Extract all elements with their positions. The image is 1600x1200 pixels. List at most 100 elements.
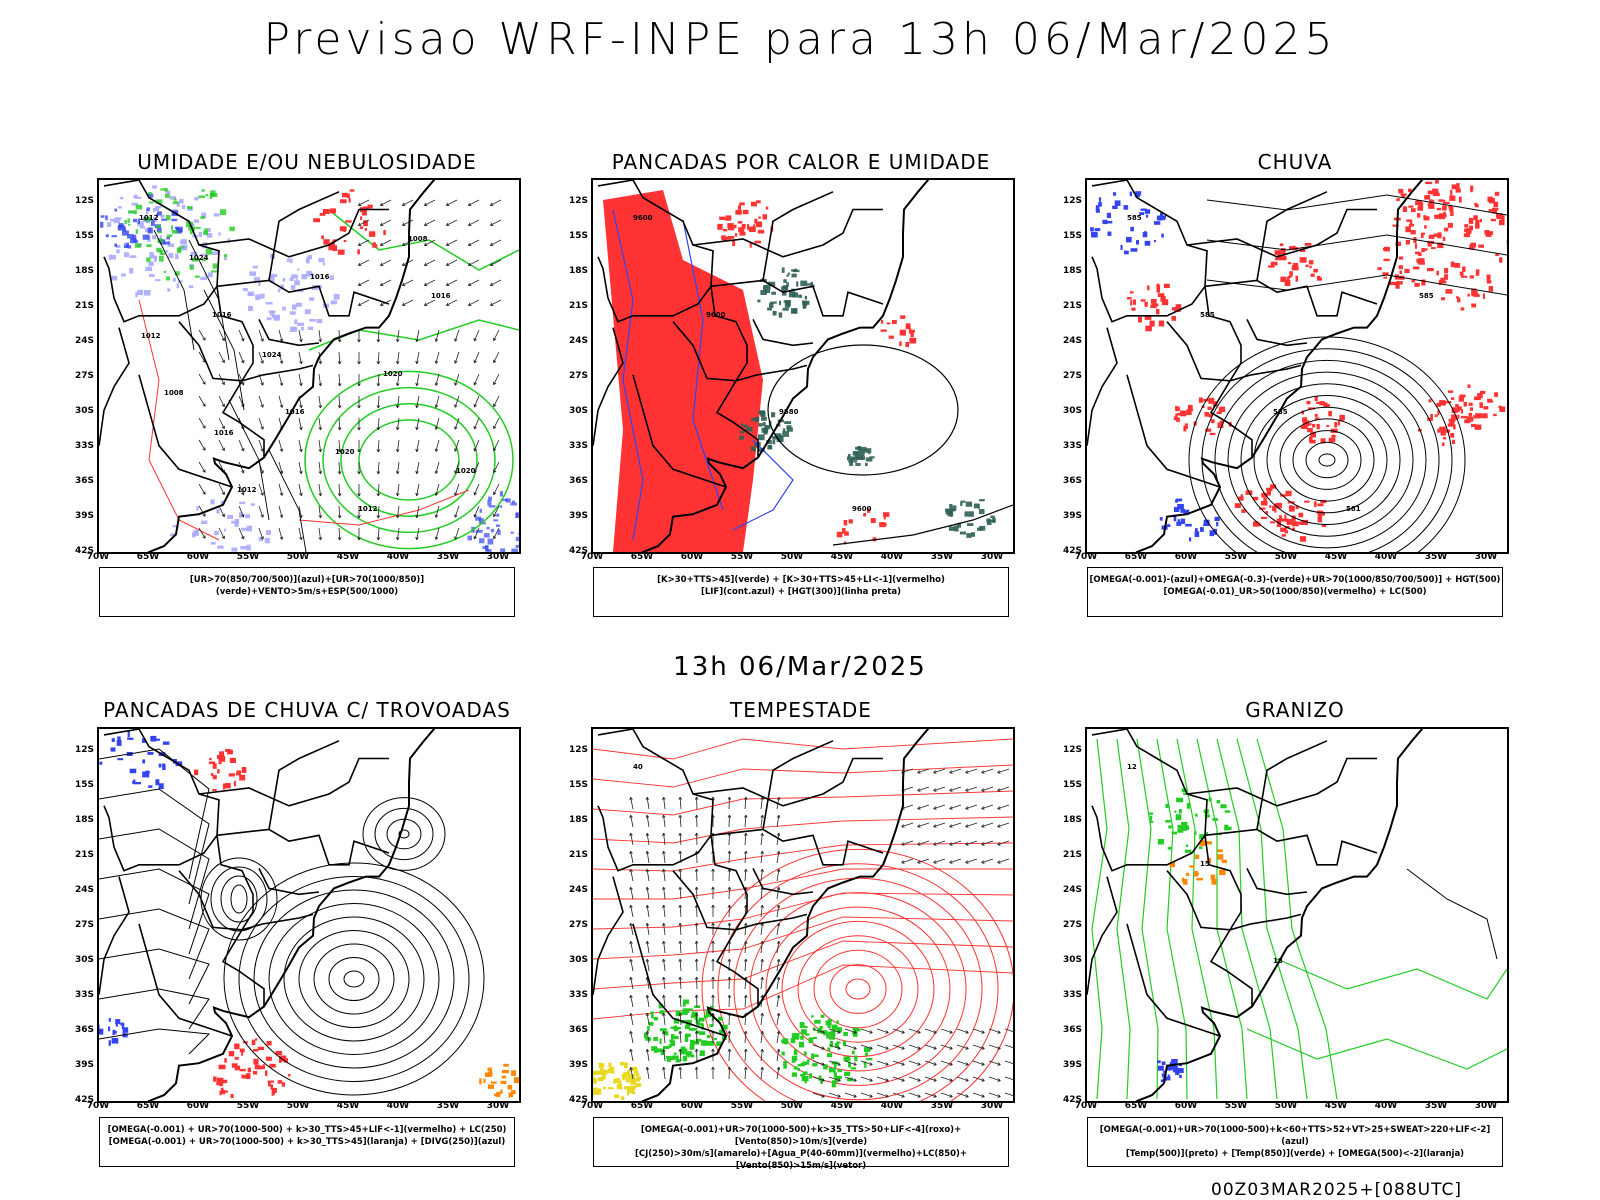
wind850-vector bbox=[892, 1060, 905, 1066]
wind850-vector bbox=[711, 940, 715, 953]
rain-red-area bbox=[1149, 320, 1155, 327]
wind-vector bbox=[357, 219, 370, 226]
wind850-vector bbox=[908, 1092, 921, 1098]
panel-legend: [OMEGA(-0.001) + UR>70(1000-500) + k>30_… bbox=[99, 1117, 515, 1167]
humidity-high-levels-area bbox=[483, 533, 490, 538]
wind-vector bbox=[434, 373, 440, 386]
rain-red-area bbox=[1317, 503, 1324, 507]
wind850-vector bbox=[812, 1028, 825, 1034]
temp850-contour bbox=[1116, 738, 1131, 1100]
humidity-high-levels-area bbox=[126, 242, 130, 248]
wind-vector bbox=[218, 351, 225, 364]
contour-label: 1012 bbox=[139, 214, 159, 222]
rain-red-area bbox=[1460, 275, 1468, 278]
wind850-green-area bbox=[647, 1026, 650, 1032]
wind850-vector bbox=[645, 940, 650, 954]
wind-vector bbox=[493, 505, 500, 518]
rain-red-area bbox=[1295, 275, 1298, 282]
rain-red-area bbox=[1269, 505, 1272, 508]
wind850-vector bbox=[727, 904, 732, 918]
wind850-vector bbox=[776, 868, 781, 882]
instability-green-area bbox=[853, 460, 858, 463]
rain-red-area bbox=[1160, 296, 1166, 302]
instability-green-area bbox=[757, 299, 761, 303]
wind-vector bbox=[337, 483, 342, 497]
humidity-high-levels-area bbox=[127, 245, 132, 249]
rain-red-area bbox=[1313, 268, 1318, 273]
country-border bbox=[597, 729, 714, 872]
instability-red-area bbox=[747, 226, 754, 231]
rain-red-area bbox=[1424, 195, 1431, 200]
instability-green-area bbox=[771, 281, 776, 287]
legend-line: [OMEGA(-0.001)-(azul)+OMEGA(-0.3)-(verde… bbox=[1089, 575, 1501, 585]
wind850-vector bbox=[956, 1060, 969, 1066]
jet250-yellow-area bbox=[623, 1086, 630, 1090]
latitude-tick-label: 30S bbox=[74, 955, 94, 965]
streamline-lc250 bbox=[99, 988, 210, 1030]
rain-red-area bbox=[1208, 413, 1213, 418]
wind-vector bbox=[357, 462, 361, 475]
country-border bbox=[710, 279, 884, 317]
humidity-low-levels-contour bbox=[127, 218, 130, 223]
rain-red-area bbox=[1289, 271, 1293, 277]
instability-green-area bbox=[858, 450, 866, 454]
hgt500-contour bbox=[1227, 371, 1427, 549]
rain-red-area bbox=[1485, 234, 1492, 237]
wind850-green-area bbox=[812, 1054, 819, 1057]
rain-red-area bbox=[1309, 265, 1312, 269]
rain-red-area bbox=[1499, 219, 1505, 226]
latitude-tick-label: 30S bbox=[568, 406, 588, 416]
rain-red-area bbox=[1302, 417, 1308, 422]
humidity-high-levels-area bbox=[234, 523, 239, 528]
instability-green-area bbox=[760, 411, 766, 417]
thunder-orange-area bbox=[511, 1070, 517, 1076]
instability-green-area bbox=[804, 295, 807, 300]
temp850-contour bbox=[1149, 815, 1153, 821]
rain-red-area bbox=[1436, 270, 1439, 276]
rain-red-area bbox=[1481, 413, 1488, 419]
wind-vector bbox=[218, 329, 225, 342]
wind850-green-area bbox=[673, 1052, 677, 1055]
rain-blue-area bbox=[1114, 200, 1121, 206]
humidity-high-levels-area bbox=[111, 235, 117, 238]
rain-red-area bbox=[1180, 410, 1187, 417]
instability-red-area bbox=[883, 515, 886, 520]
humidity-high-levels-area bbox=[118, 206, 122, 209]
jet250-yellow-area bbox=[635, 1073, 640, 1077]
longitude-tick-label: 65W bbox=[630, 1101, 654, 1111]
temp850-contour bbox=[1165, 820, 1171, 823]
wind850-green-area bbox=[800, 1035, 804, 1040]
humidity-low-levels-contour bbox=[155, 225, 161, 228]
wind850-green-area bbox=[782, 1038, 786, 1044]
wind850-vector bbox=[694, 832, 699, 846]
rain-red-area bbox=[1156, 284, 1161, 290]
contour-label: 1016 bbox=[431, 292, 451, 300]
country-border bbox=[632, 923, 727, 1037]
divergence-blue-area bbox=[145, 770, 150, 775]
wind850-vector bbox=[678, 994, 682, 1008]
hail-blue-area bbox=[1157, 1065, 1164, 1071]
wind-vector bbox=[489, 199, 502, 206]
temp850-contour bbox=[1157, 839, 1164, 845]
humidity-high-levels-area bbox=[277, 288, 281, 293]
rain-red-area bbox=[1171, 316, 1176, 321]
instability-green-area bbox=[986, 518, 991, 523]
humidity-high-levels-area bbox=[216, 508, 220, 514]
wind-vector bbox=[298, 527, 303, 541]
rain-red-area bbox=[1276, 521, 1281, 528]
humidity-high-levels-area bbox=[142, 234, 150, 240]
wind850-vector bbox=[776, 976, 781, 990]
hgt300-contour bbox=[767, 344, 959, 476]
rain-red-area bbox=[1285, 494, 1292, 497]
humidity-high-levels-area bbox=[270, 273, 278, 277]
humidity-high-levels-area bbox=[123, 252, 130, 258]
rain-red-area bbox=[1157, 293, 1165, 297]
humidity-low-levels-contour bbox=[308, 319, 519, 351]
wind850-vector bbox=[981, 768, 994, 774]
rain-red-area bbox=[1440, 430, 1446, 436]
humidity-high-levels-area bbox=[240, 527, 248, 531]
run-footer: 00Z03MAR2025+[088UTC] bbox=[1211, 1180, 1462, 1200]
rain-red-area bbox=[1448, 418, 1456, 422]
thunder-orange-area bbox=[500, 1089, 503, 1094]
wind-vector bbox=[395, 417, 400, 431]
